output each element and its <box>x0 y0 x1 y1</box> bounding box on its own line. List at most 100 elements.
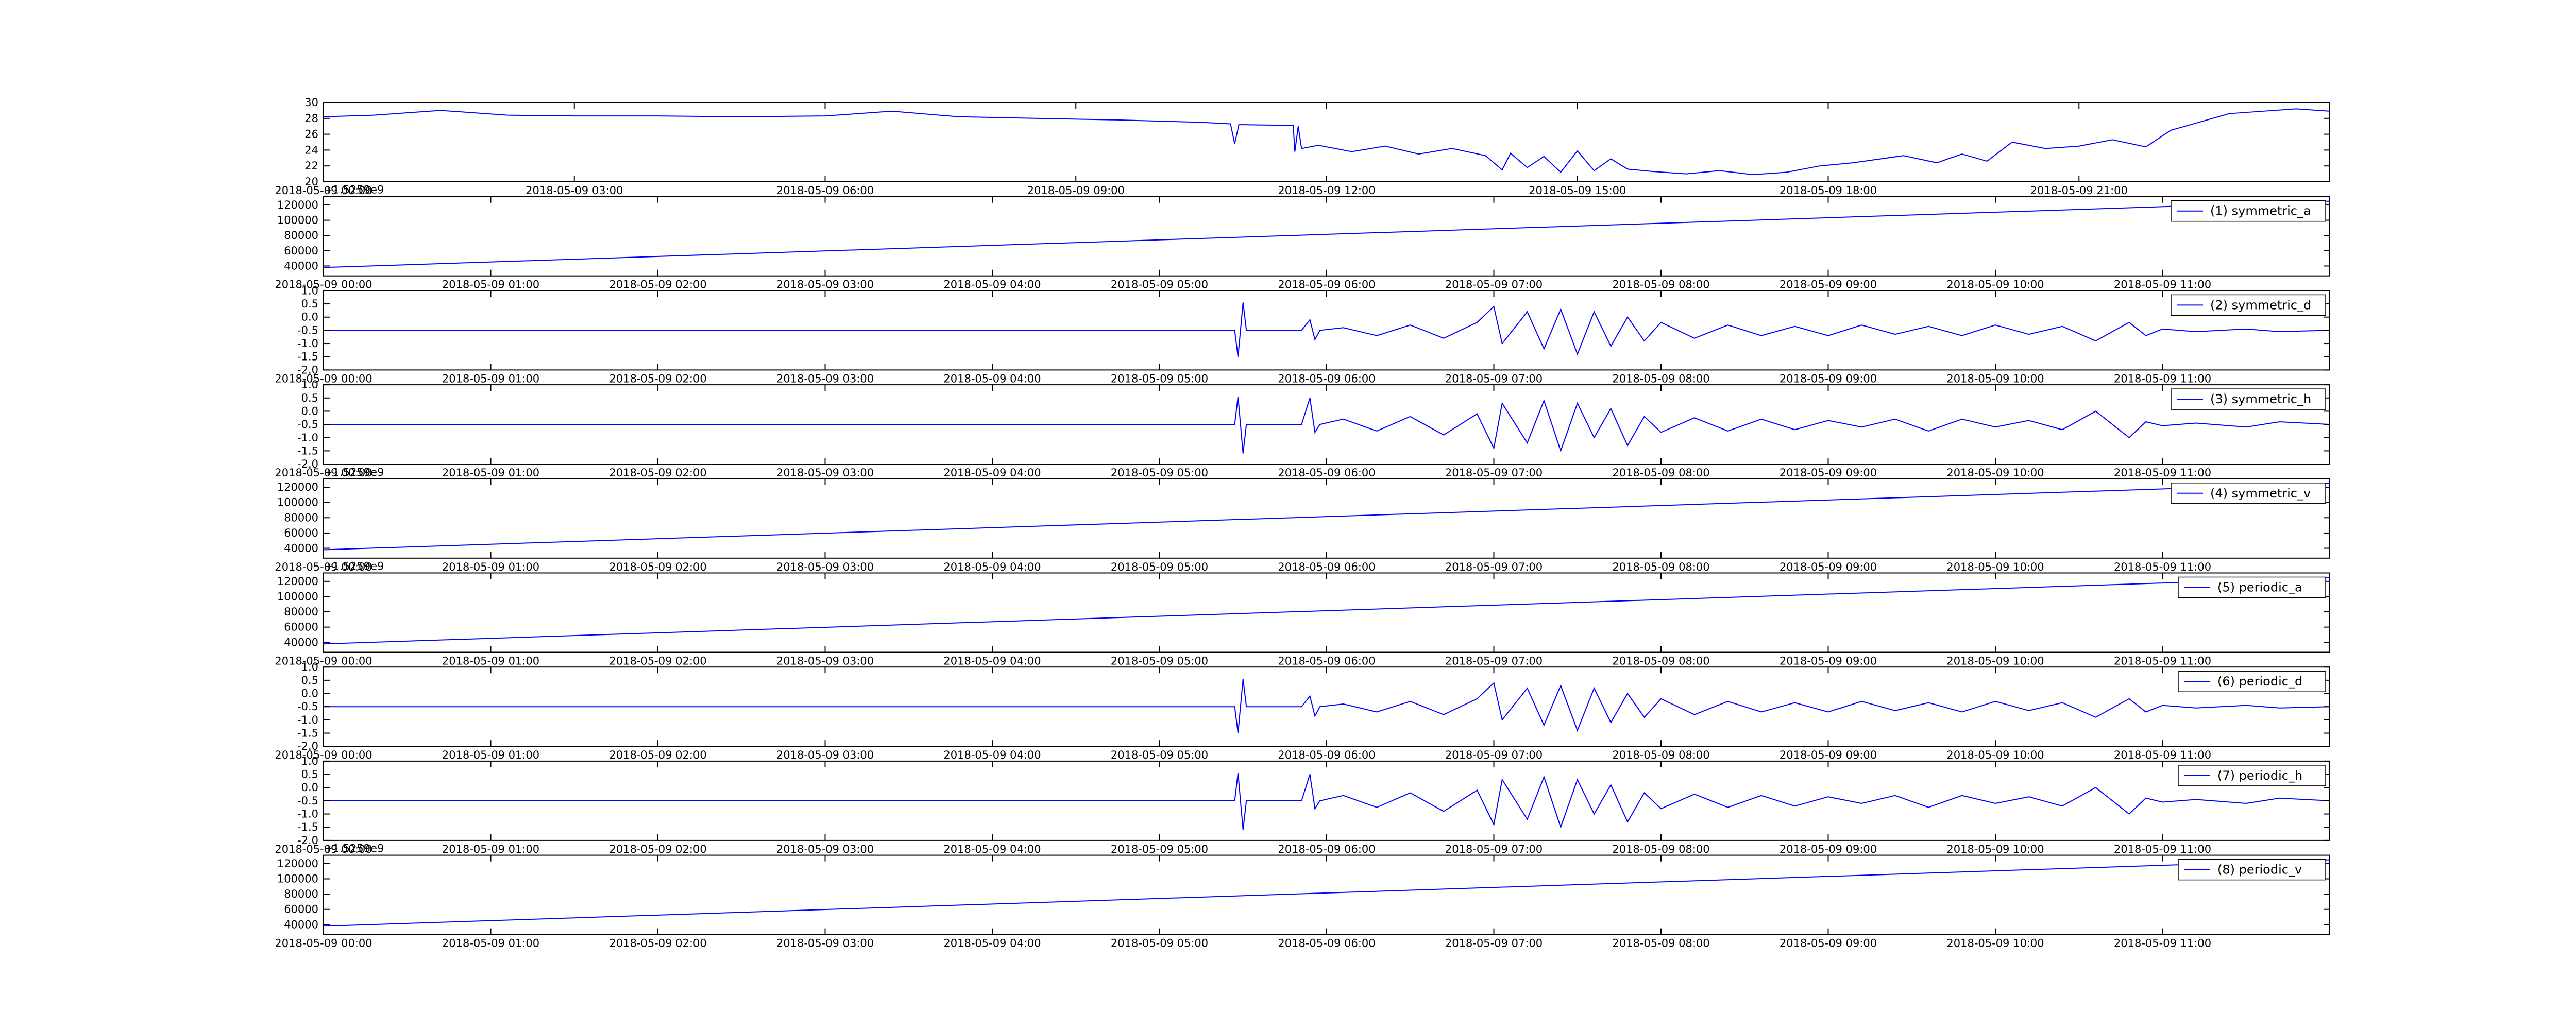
x-tick-label: 2018-05-09 18:00 <box>1780 184 1877 197</box>
x-tick-label: 2018-05-09 10:00 <box>1946 372 2044 385</box>
x-tick-label: 2018-05-09 03:00 <box>776 937 874 950</box>
legend-label: (2) symmetric_d <box>2210 298 2311 312</box>
y-tick-label: -1.0 <box>297 432 318 444</box>
x-tick-label: 2018-05-09 09:00 <box>1780 749 1877 761</box>
x-tick-label: 2018-05-09 01:00 <box>442 372 539 385</box>
x-tick-label: 2018-05-09 01:00 <box>442 843 539 855</box>
x-tick-label: 2018-05-09 06:00 <box>776 184 874 197</box>
x-tick-label: 2018-05-09 10:00 <box>1946 655 2044 667</box>
x-tick-label: 2018-05-09 05:00 <box>1111 372 1208 385</box>
x-tick-label: 2018-05-09 09:00 <box>1780 843 1877 855</box>
x-tick-label: 2018-05-09 05:00 <box>1111 279 1208 291</box>
legend-label: (1) symmetric_a <box>2210 204 2311 218</box>
y-tick-label: -1.0 <box>297 808 318 820</box>
x-tick-label: 2018-05-09 09:00 <box>1780 372 1877 385</box>
x-tick-label: 2018-05-09 04:00 <box>943 372 1041 385</box>
x-tick-label: 2018-05-09 01:00 <box>442 467 539 479</box>
x-tick-label: 2018-05-09 10:00 <box>1946 279 2044 291</box>
data-line <box>324 859 2330 927</box>
x-tick-label: 2018-05-09 04:00 <box>943 937 1041 950</box>
x-tick-label: 2018-05-09 07:00 <box>1445 937 1543 950</box>
x-tick-label: 2018-05-09 00:00 <box>275 561 372 573</box>
y-tick-label: 1.0 <box>301 755 318 767</box>
legend-label: (8) periodic_v <box>2217 863 2302 877</box>
legend-label: (6) periodic_d <box>2217 674 2302 689</box>
y-tick-label: -0.5 <box>297 700 318 713</box>
x-tick-label: 2018-05-09 10:00 <box>1946 561 2044 573</box>
y-tick-label: -1.5 <box>297 444 318 457</box>
y-tick-label: -2.0 <box>297 364 318 376</box>
y-tick-label: 1.0 <box>301 284 318 297</box>
y-tick-label: 60000 <box>284 245 318 257</box>
x-tick-label: 2018-05-09 11:00 <box>2114 561 2211 573</box>
x-tick-label: 2018-05-09 12:00 <box>1278 184 1375 197</box>
y-tick-label: 22 <box>304 160 318 172</box>
y-tick-label: -1.5 <box>297 351 318 363</box>
y-tick-label: 100000 <box>277 214 318 227</box>
legend-label: (7) periodic_h <box>2217 768 2302 783</box>
y-tick-label: 60000 <box>284 621 318 633</box>
x-tick-label: 2018-05-09 02:00 <box>609 937 706 950</box>
data-line <box>324 397 2330 454</box>
x-tick-label: 2018-05-09 10:00 <box>1946 467 2044 479</box>
legend-label: (3) symmetric_h <box>2210 392 2311 406</box>
x-tick-label: 2018-05-09 06:00 <box>1278 843 1375 855</box>
legend-label: (5) periodic_a <box>2217 580 2302 595</box>
y-tick-label: -0.5 <box>297 324 318 336</box>
x-tick-label: 2018-05-09 04:00 <box>943 279 1041 291</box>
x-tick-label: 2018-05-09 09:00 <box>1780 561 1877 573</box>
x-tick-label: 2018-05-09 05:00 <box>1111 655 1208 667</box>
axes-frame <box>323 196 2330 277</box>
x-tick-label: 2018-05-09 03:00 <box>776 467 874 479</box>
y-tick-label: -2.0 <box>297 740 318 752</box>
x-tick-label: 2018-05-09 09:00 <box>1780 937 1877 950</box>
x-tick-label: 2018-05-09 01:00 <box>442 561 539 573</box>
y-tick-label: -1.0 <box>297 337 318 350</box>
y-tick-label: -2.0 <box>297 834 318 847</box>
y-tick-label: -1.0 <box>297 714 318 726</box>
y-tick-label: 0.5 <box>301 768 318 781</box>
x-tick-label: 2018-05-09 06:00 <box>1278 467 1375 479</box>
y-tick-label: 120000 <box>277 575 318 588</box>
x-tick-label: 2018-05-09 02:00 <box>609 467 706 479</box>
x-tick-label: 2018-05-09 10:00 <box>1946 843 2044 855</box>
axes-frame <box>323 854 2330 935</box>
x-tick-label: 2018-05-09 06:00 <box>1278 749 1375 761</box>
x-tick-label: 2018-05-09 07:00 <box>1445 749 1543 761</box>
y-tick-label: 40000 <box>284 918 318 931</box>
y-tick-label: 0.5 <box>301 298 318 310</box>
x-tick-label: 2018-05-09 04:00 <box>943 843 1041 855</box>
x-tick-label: 2018-05-09 07:00 <box>1445 655 1543 667</box>
y-tick-label: 120000 <box>277 481 318 493</box>
x-tick-label: 2018-05-09 06:00 <box>1278 937 1375 950</box>
x-tick-label: 2018-05-09 02:00 <box>609 372 706 385</box>
x-tick-label: 2018-05-09 08:00 <box>1612 843 1709 855</box>
offset-text: +1.5259e9 <box>324 560 384 573</box>
data-line <box>324 200 2330 268</box>
y-tick-label: 80000 <box>284 511 318 524</box>
x-tick-label: 2018-05-09 02:00 <box>609 279 706 291</box>
y-tick-label: 0.5 <box>301 392 318 404</box>
x-tick-label: 2018-05-09 06:00 <box>1278 655 1375 667</box>
x-tick-label: 2018-05-09 11:00 <box>2114 937 2211 950</box>
y-tick-label: 0.0 <box>301 405 318 417</box>
y-tick-label: 30 <box>304 96 318 109</box>
y-tick-label: 0.0 <box>301 311 318 323</box>
y-tick-label: 24 <box>304 144 318 156</box>
data-line <box>324 483 2330 551</box>
data-line <box>324 577 2330 645</box>
y-tick-label: 40000 <box>284 260 318 272</box>
x-tick-label: 2018-05-09 09:00 <box>1027 184 1125 197</box>
x-tick-label: 2018-05-09 07:00 <box>1445 561 1543 573</box>
y-tick-label: 100000 <box>277 590 318 603</box>
y-tick-label: 60000 <box>284 903 318 916</box>
legend-box <box>2171 388 2326 410</box>
y-tick-label: -0.5 <box>297 795 318 807</box>
x-tick-label: 2018-05-09 08:00 <box>1612 279 1709 291</box>
y-tick-label: -1.5 <box>297 727 318 740</box>
data-line <box>324 108 2330 176</box>
y-tick-label: -0.5 <box>297 418 318 431</box>
y-tick-label: 60000 <box>284 527 318 539</box>
